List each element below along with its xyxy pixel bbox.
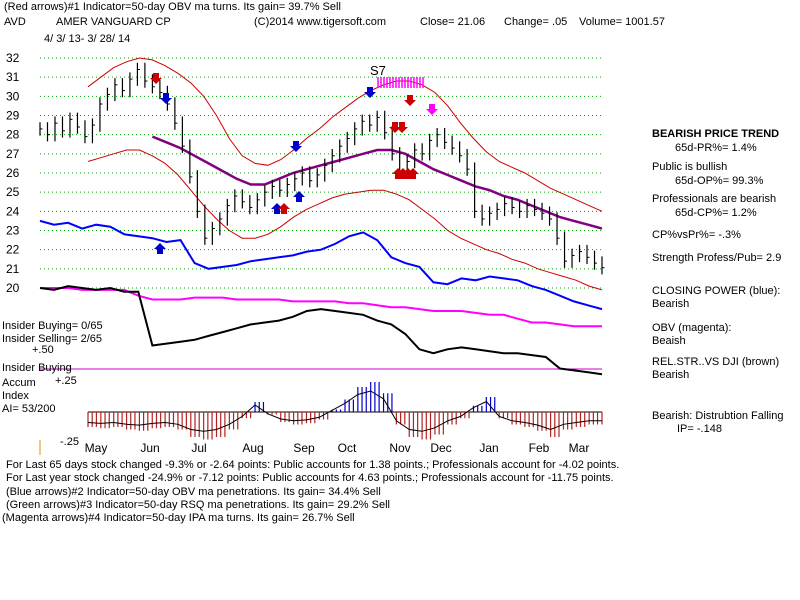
y-tick-label: 23 <box>6 224 20 238</box>
accumulation-index <box>87 382 603 440</box>
x-axis-labels: May Jun Jul Aug Sep Oct Nov Dec Jan Feb Mar <box>85 441 590 455</box>
cp-value: 65d-CP%= 1.2% <box>675 207 757 219</box>
price-bars <box>39 62 605 275</box>
y-tick-label: 28 <box>6 128 20 142</box>
grid-lines <box>39 57 602 455</box>
accum-label: Accum <box>2 377 36 389</box>
strength-value: Strength Profess/Pub= 2.9 <box>652 252 782 264</box>
relstr-line <box>39 285 603 376</box>
y-tick-label: 32 <box>6 51 20 65</box>
x-tick-label: Feb <box>529 441 550 455</box>
red-arrow-icon <box>278 203 290 214</box>
accum-minus25: -.25 <box>60 436 79 448</box>
pr-value: 65d-PR%= 1.4% <box>675 142 757 154</box>
index-label: Index <box>2 390 29 402</box>
bottom-line-3: (Blue arrows)#2 Indicator=50-day OBV ma … <box>6 486 381 498</box>
close-value: Close= 21.06 <box>420 16 486 28</box>
professionals-status: Professionals are bearish <box>652 193 777 205</box>
date-range: 4/ 3/ 13- 3/ 28/ 14 <box>44 33 131 45</box>
blue-arrow-icon <box>364 87 376 98</box>
s7-label: S7 <box>370 63 386 78</box>
header-line-1: (Red arrows)#1 Indicator=50-day OBV ma t… <box>4 1 341 13</box>
relstr-title: REL.STR..VS DJI (brown) <box>652 356 780 368</box>
obv-title: OBV (magenta): <box>652 322 732 334</box>
blue-arrow-icon <box>271 203 283 214</box>
blue-arrow-icon <box>293 191 305 202</box>
volume-value: Volume= 1001.57 <box>579 16 665 28</box>
magenta-arrow-icon <box>426 104 438 115</box>
x-tick-label: Jul <box>191 441 206 455</box>
y-tick-label: 30 <box>6 89 20 103</box>
x-tick-label: Jun <box>140 441 159 455</box>
y-tick-label: 26 <box>6 166 20 180</box>
band-lower <box>87 149 603 291</box>
y-tick-label: 25 <box>6 185 20 199</box>
y-tick-label: 22 <box>6 243 20 257</box>
symbol: AVD <box>4 16 26 28</box>
accum-plus25: +.25 <box>55 375 77 387</box>
y-axis-labels: 32 31 30 29 28 27 26 25 24 23 22 21 20 <box>6 51 20 295</box>
obv-line <box>40 287 602 328</box>
copyright: (C)2014 www.tigersoft.com <box>254 16 387 28</box>
ip-value: IP= -.148 <box>677 423 722 435</box>
red-arrow-icon <box>389 122 401 133</box>
bottom-line-5: (Magenta arrows)#4 Indicator=50-day IPA … <box>2 512 355 524</box>
insider-buying-label: Insider Buying <box>2 362 72 374</box>
bottom-line-2: For Last year stock changed -24.9% or -7… <box>6 472 614 484</box>
op-value: 65d-OP%= 99.3% <box>675 175 764 187</box>
bollinger-bands <box>87 57 603 291</box>
y-tick-label: 21 <box>6 262 20 276</box>
x-tick-label: Oct <box>338 441 357 455</box>
bottom-line-4: (Green arrows)#3 Indicator=50-day RSQ ma… <box>6 499 390 511</box>
insider-selling-ratio: Insider Selling= 2/65 <box>2 333 102 345</box>
signal-arrows <box>150 73 438 254</box>
change-value: Change= .05 <box>504 16 568 28</box>
x-tick-label: Mar <box>569 441 590 455</box>
x-tick-label: May <box>85 441 108 455</box>
red-arrow-icon <box>396 122 408 133</box>
x-tick-label: Jan <box>479 441 498 455</box>
closing-power-value: Bearish <box>652 298 690 310</box>
blue-arrow-icon <box>154 243 166 254</box>
blue-arrow-icon <box>160 93 172 104</box>
red-arrow-icon <box>407 168 419 179</box>
bottom-line-1: For Last 65 days stock changed -9.3% or … <box>6 459 620 471</box>
closing-power-line <box>39 219 603 311</box>
obv-value: Beaish <box>652 335 686 347</box>
closing-power-title: CLOSING POWER (blue): <box>652 285 781 297</box>
y-tick-label: 31 <box>6 70 20 84</box>
company-name: AMER VANGUARD CP <box>56 16 171 28</box>
accum-ma-line <box>87 390 602 432</box>
y-tick-label: 20 <box>6 281 20 295</box>
x-tick-label: Dec <box>430 441 451 455</box>
x-tick-label: Sep <box>293 441 315 455</box>
red-arrow-icon <box>150 73 162 84</box>
y-tick-label: 27 <box>6 147 20 161</box>
red-arrow-icon <box>404 95 416 106</box>
relstr-value: Bearish <box>652 369 690 381</box>
y-tick-label: 24 <box>6 204 20 218</box>
trend-title: BEARISH PRICE TREND <box>652 128 780 140</box>
accum-plus50: +.50 <box>32 344 54 356</box>
cpvspr-value: CP%vsPr%= -.3% <box>652 229 741 241</box>
band-upper <box>87 57 603 212</box>
x-tick-label: Aug <box>242 441 263 455</box>
insider-buying-ratio: Insider Buying= 0/65 <box>2 320 103 332</box>
ip-title: Bearish: Distrubtion Falling <box>652 410 784 422</box>
public-status: Public is bullish <box>652 161 728 173</box>
obv-line <box>40 287 602 328</box>
relative-strength-line <box>39 285 603 376</box>
closing-power-line <box>39 219 603 311</box>
x-tick-label: Nov <box>389 441 410 455</box>
y-tick-label: 29 <box>6 109 20 123</box>
blue-arrow-icon <box>290 141 302 152</box>
ai-value: AI= 53/200 <box>2 403 56 415</box>
